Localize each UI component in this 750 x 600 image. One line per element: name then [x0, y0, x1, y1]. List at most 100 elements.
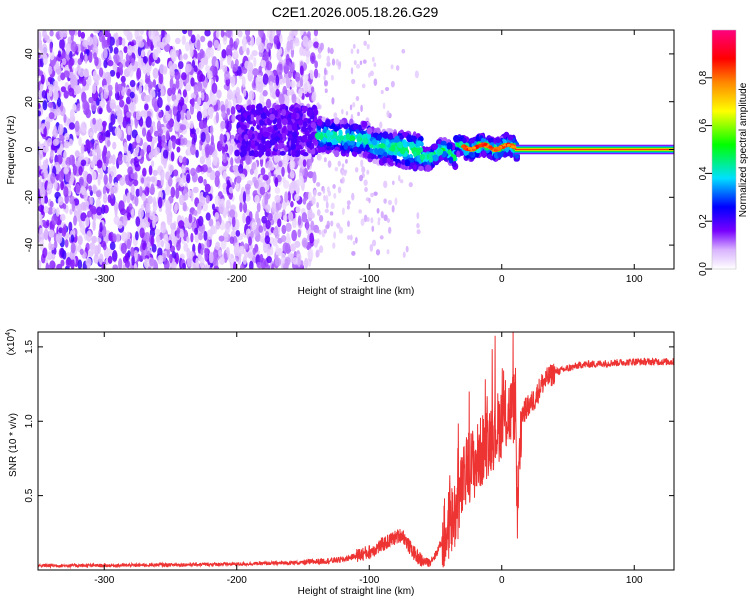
heatmap-cell	[174, 201, 180, 211]
heatmap-cell	[115, 233, 121, 243]
heatmap-cell	[190, 167, 196, 177]
heatmap-cell	[412, 164, 417, 171]
heatmap-cell	[277, 247, 283, 257]
heatmap-cell	[139, 78, 144, 86]
heatmap-cell	[186, 255, 193, 267]
heatmap-cell	[189, 144, 196, 156]
heatmap-cell	[157, 127, 163, 137]
heatmap-cell	[386, 110, 390, 118]
heatmap-cell	[103, 173, 108, 186]
heatmap-cell	[92, 117, 97, 125]
heatmap-cell	[128, 102, 135, 111]
heatmap-cell	[110, 113, 116, 126]
heatmap-cell	[160, 224, 167, 234]
heatmap-cell	[405, 245, 409, 253]
heatmap-cell	[408, 141, 415, 149]
heatmap-cell	[99, 221, 103, 233]
heatmap-cell	[291, 93, 297, 104]
heatmap-cell	[401, 48, 406, 54]
heatmap-cell	[178, 194, 185, 206]
heatmap-cell	[49, 149, 54, 160]
heatmap-cell	[448, 156, 454, 164]
heatmap-cell	[462, 137, 467, 144]
heatmap-cell	[177, 101, 183, 113]
heatmap-cell	[297, 215, 302, 226]
heatmap-cell	[229, 209, 236, 218]
heatmap-cell	[184, 193, 189, 201]
heatmap-cell	[163, 234, 169, 245]
heatmap-cell	[186, 247, 191, 259]
heatmap-cell	[266, 42, 273, 50]
heatmap-cell	[90, 205, 97, 214]
heatmap-cell	[103, 59, 108, 69]
heatmap-cell	[107, 35, 111, 46]
heatmap-cell	[118, 200, 125, 213]
heatmap-cell	[56, 108, 61, 116]
heatmap-cell	[483, 142, 488, 146]
heatmap-cell	[106, 139, 111, 147]
heatmap-cell	[107, 255, 113, 265]
heatmap-cell	[42, 54, 48, 65]
heatmap-cell	[386, 249, 390, 255]
heatmap-cell	[323, 79, 329, 87]
spectrogram-signal-track	[234, 102, 674, 172]
heatmap-cell	[302, 151, 309, 157]
heatmap-cell	[148, 30, 154, 40]
heatmap-cell	[77, 58, 83, 66]
heatmap-cell	[319, 142, 324, 148]
heatmap-cell	[352, 44, 356, 49]
heatmap-cell	[38, 204, 44, 213]
heatmap-cell	[242, 256, 248, 265]
y-tick-label: 0.5	[24, 488, 35, 502]
heatmap-cell	[394, 197, 398, 206]
heatmap-cell	[118, 258, 123, 269]
heatmap-cell	[49, 30, 54, 37]
heatmap-cell	[93, 30, 100, 34]
heatmap-cell	[346, 204, 350, 210]
heatmap-cell	[286, 40, 291, 52]
heatmap-cell	[257, 132, 263, 140]
heatmap-cell	[330, 74, 334, 81]
heatmap-cell	[135, 110, 142, 121]
heatmap-cell	[245, 30, 251, 37]
heatmap-cell	[135, 216, 141, 227]
heatmap-cell	[447, 150, 453, 155]
heatmap-cell	[236, 94, 243, 104]
heatmap-cell	[285, 53, 290, 66]
heatmap-cell	[247, 114, 251, 122]
heatmap-cell	[297, 144, 303, 150]
heatmap-cell	[142, 167, 147, 177]
heatmap-cell	[198, 62, 204, 70]
heatmap-cell	[281, 76, 287, 84]
heatmap-cell	[245, 215, 251, 226]
heatmap-cell	[353, 60, 357, 66]
heatmap-cell	[220, 120, 226, 130]
heatmap-cell	[318, 245, 324, 254]
heatmap-cell	[265, 203, 271, 213]
heatmap-cell	[72, 103, 77, 111]
heatmap-cell	[204, 30, 211, 37]
heatmap-cell	[419, 153, 425, 161]
heatmap-band	[515, 149, 674, 150]
heatmap-cell	[285, 222, 292, 233]
heatmap-cell	[371, 138, 378, 146]
heatmap-cell	[190, 128, 196, 135]
heatmap-cell	[244, 60, 250, 69]
snr-frame	[37, 331, 675, 571]
heatmap-cell	[216, 89, 222, 99]
heatmap-cell	[77, 30, 82, 38]
heatmap-cell	[488, 145, 493, 149]
heatmap-cell	[349, 104, 353, 111]
colorbar-tick-label: 0.4	[698, 166, 709, 180]
colorbar-tick-label: 0.8	[698, 70, 709, 84]
heatmap-cell	[487, 153, 493, 160]
heatmap-cell	[190, 189, 194, 202]
heatmap-cell	[359, 60, 363, 66]
heatmap-cell	[313, 30, 319, 37]
heatmap-cell	[176, 240, 181, 251]
heatmap-cell	[147, 81, 154, 89]
heatmap-cell	[269, 33, 273, 42]
heatmap-cell	[138, 84, 143, 95]
heatmap-cell	[302, 197, 307, 205]
heatmap-cell	[265, 110, 270, 117]
